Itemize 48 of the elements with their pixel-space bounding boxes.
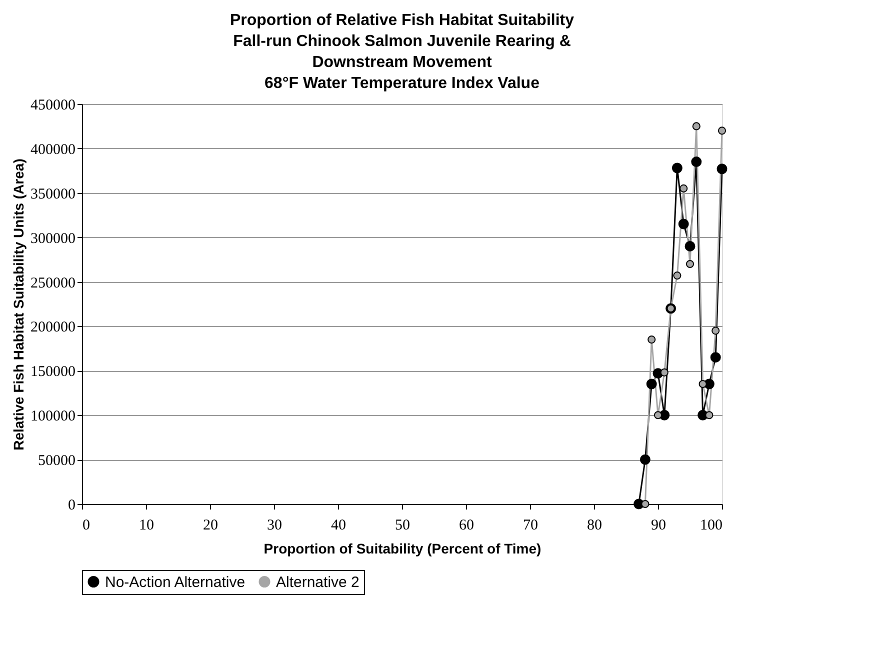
x-tick-label: 40 <box>331 518 346 534</box>
y-tick-label: 250000 <box>30 275 76 292</box>
y-tick-label: 400000 <box>30 142 76 158</box>
point <box>692 122 700 130</box>
point <box>718 126 726 135</box>
x-axis-title: Proportion of Suitability (Percent of Time) <box>264 540 542 556</box>
x-tick-label: 70 <box>523 518 538 534</box>
x-tick-label: 90 <box>651 518 666 534</box>
point <box>705 411 714 420</box>
point <box>684 240 696 252</box>
point <box>640 454 650 465</box>
text: Fall-run Chinook Salmon Juvenile Rearing & <box>233 33 571 50</box>
point <box>648 336 656 344</box>
text: Downstream Movement <box>312 54 492 71</box>
y-tick-label: 50000 <box>38 453 76 470</box>
y-tick-label: 100000 <box>30 408 76 425</box>
point <box>698 380 707 388</box>
y-axis-title: Relative Fish Habitat Suitability Units (Area) <box>10 158 26 450</box>
point <box>646 378 657 390</box>
y-tick-label: 200000 <box>30 320 76 336</box>
point <box>716 164 728 174</box>
point <box>641 500 650 508</box>
y-tick-label: 300000 <box>30 230 76 247</box>
y-tick-label: 450000 <box>30 98 76 114</box>
text: Proportion of Relative Fish Habitat Suitability <box>230 12 574 29</box>
point <box>672 162 682 174</box>
text: 68°F Water Temperature Index Value <box>264 75 540 92</box>
x-tick-label: 80 <box>587 518 602 534</box>
x-tick-label: 50 <box>395 518 410 534</box>
point <box>660 368 668 376</box>
point <box>680 184 688 192</box>
x-tick-label: 100 <box>700 518 722 534</box>
x-tick-label: 0 <box>82 518 90 534</box>
point <box>686 260 694 268</box>
x-tick-label: 30 <box>267 518 282 534</box>
point <box>691 156 702 168</box>
point <box>712 326 720 335</box>
legend-label: No-Action Alternative <box>105 574 246 591</box>
legend-label: Alternative 2 <box>276 574 360 591</box>
y-tick-label: 150000 <box>30 364 76 380</box>
point <box>673 272 682 280</box>
point <box>678 218 689 230</box>
point <box>710 352 721 363</box>
y-tick-label: 350000 <box>30 186 76 202</box>
x-tick-label: 60 <box>459 518 474 534</box>
x-tick-label: 20 <box>203 518 218 534</box>
y-tick-label: 0 <box>68 498 76 514</box>
x-tick-label: 10 <box>139 518 154 534</box>
